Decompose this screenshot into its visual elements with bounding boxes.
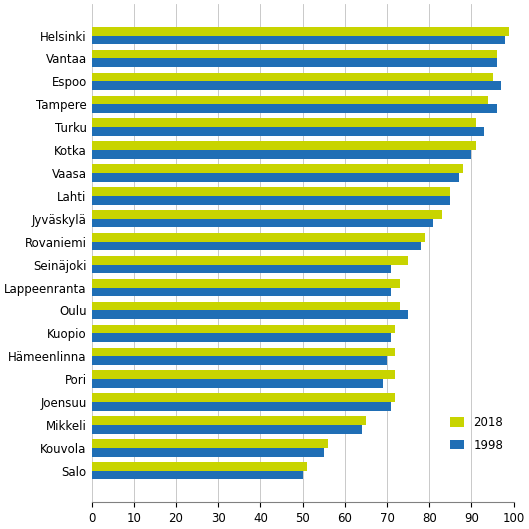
Bar xyxy=(92,210,442,219)
Bar xyxy=(92,302,400,311)
Bar xyxy=(92,439,328,448)
Bar xyxy=(92,35,505,44)
Bar xyxy=(92,356,387,365)
Bar xyxy=(92,242,421,250)
Bar xyxy=(92,118,476,127)
Bar xyxy=(92,287,391,296)
Bar xyxy=(92,264,391,273)
Bar xyxy=(92,81,501,90)
Bar xyxy=(92,448,324,457)
Bar xyxy=(92,58,497,67)
Bar xyxy=(92,233,425,242)
Bar xyxy=(92,416,366,425)
Bar xyxy=(92,104,497,113)
Bar xyxy=(92,27,509,35)
Bar xyxy=(92,311,408,319)
Bar xyxy=(92,187,450,196)
Bar xyxy=(92,219,433,227)
Bar xyxy=(92,471,303,479)
Bar xyxy=(92,394,396,402)
Bar xyxy=(92,379,383,388)
Bar xyxy=(92,173,459,181)
Bar xyxy=(92,370,396,379)
Bar xyxy=(92,279,400,287)
Bar xyxy=(92,402,391,411)
Bar xyxy=(92,96,488,104)
Bar xyxy=(92,325,396,333)
Bar xyxy=(92,164,463,173)
Bar xyxy=(92,196,450,205)
Bar xyxy=(92,141,476,150)
Bar xyxy=(92,50,497,58)
Bar xyxy=(92,425,362,434)
Legend: 2018, 1998: 2018, 1998 xyxy=(445,412,508,457)
Bar xyxy=(92,150,471,159)
Bar xyxy=(92,72,492,81)
Bar xyxy=(92,462,307,471)
Bar xyxy=(92,333,391,342)
Bar xyxy=(92,127,484,136)
Bar xyxy=(92,256,408,264)
Bar xyxy=(92,348,396,356)
